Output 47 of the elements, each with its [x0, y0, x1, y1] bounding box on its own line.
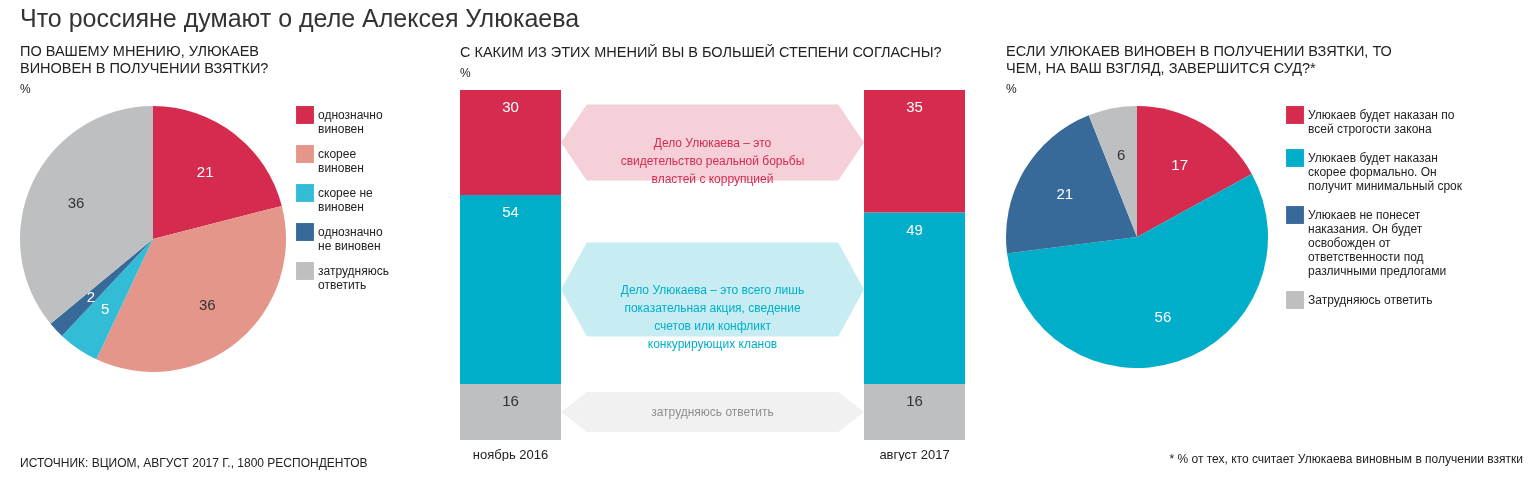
data-label: 54 [502, 203, 519, 220]
chart-title: ЕСЛИ УЛЮКАЕВ ВИНОВЕН В ПОЛУЧЕНИИ ВЗЯТКИ, ТО ЧЕМ, НА ВАШ ВЗГЛЯД, ЗАВЕРШИТСЯ СУД?* [1006, 43, 1392, 76]
pie-slice [1137, 106, 1252, 237]
x-tick-label: август 2017 [879, 446, 950, 462]
text: затрудняюсь ответить [651, 405, 774, 419]
data-label: 16 [906, 392, 923, 409]
pie-slice [20, 106, 153, 324]
data-label: 56 [1154, 307, 1172, 325]
legend-label: Улюкаев будет наказан скорее формально. Он получит минимальный срок [1308, 151, 1463, 193]
pie-slice [61, 239, 153, 360]
data-label: 35 [906, 98, 923, 115]
pie-slice [1007, 173, 1268, 368]
data-label: 36 [198, 295, 216, 313]
data-label: 17 [1171, 155, 1189, 173]
text: Что россияне думают о деле Алексея Улюкаева [20, 4, 580, 33]
text: Дело Улюкаева – это свидетельство реальной борьбы властей с коррупцией [620, 135, 805, 186]
data-label: 16 [502, 392, 519, 409]
chart-subtitle: % [20, 82, 31, 96]
pie-slice [153, 106, 282, 239]
x-tick-label: ноябрь 2016 [472, 446, 549, 462]
data-label: 49 [906, 220, 923, 238]
pie-slice [1088, 106, 1137, 237]
data-label: 21 [196, 162, 214, 180]
data-label: 5 [100, 300, 110, 318]
data-label: 6 [1117, 145, 1126, 163]
legend-label: однозначно виновен [318, 108, 383, 136]
data-label: 36 [67, 193, 85, 211]
legend-label: скорее не виновен [318, 186, 374, 214]
chart-subtitle: % [460, 66, 471, 80]
text: Дело Улюкаева – это всего лишь показательная акция, сведение счетов или конфликт конкурирующих кланов [620, 282, 805, 351]
text: ИСТОЧНИК: ВЦИОМ, АВГУСТ 2017 Г., 1800 РЕСПОНДЕНТОВ [20, 456, 368, 470]
chart-subtitle: % [1006, 82, 1017, 96]
legend-label: затрудняюсь ответить [318, 264, 389, 292]
data-label: 30 [502, 98, 519, 115]
legend-label: однозначно не виновен [318, 225, 383, 253]
legend-label: Затрудняюсь ответить [1308, 293, 1433, 307]
data-label: 21 [1056, 185, 1074, 203]
data-label: 2 [86, 288, 96, 306]
chart-title: С КАКИМ ИЗ ЭТИХ МНЕНИЙ ВЫ В БОЛЬШЕЙ СТЕПЕНИ СОГЛАСНЫ? [460, 42, 942, 60]
pie-slice [50, 239, 153, 336]
legend-label: Улюкаев не понесет наказания. Он будет освобожден от ответственности под различными предлогами [1308, 208, 1447, 278]
legend-label: Улюкаев будет наказан по всей строгости закона [1308, 108, 1455, 136]
text: * % от тех, кто считает Улюкаева виновным в получении взятки [1169, 452, 1523, 466]
chart-title: ПО ВАШЕМУ МНЕНИЮ, УЛЮКАЕВ ВИНОВЕН В ПОЛУЧЕНИИ ВЗЯТКИ? [20, 43, 269, 76]
legend-label: скорее виновен [318, 147, 364, 175]
pie-slice [96, 205, 286, 372]
pie-slice [1006, 115, 1137, 254]
